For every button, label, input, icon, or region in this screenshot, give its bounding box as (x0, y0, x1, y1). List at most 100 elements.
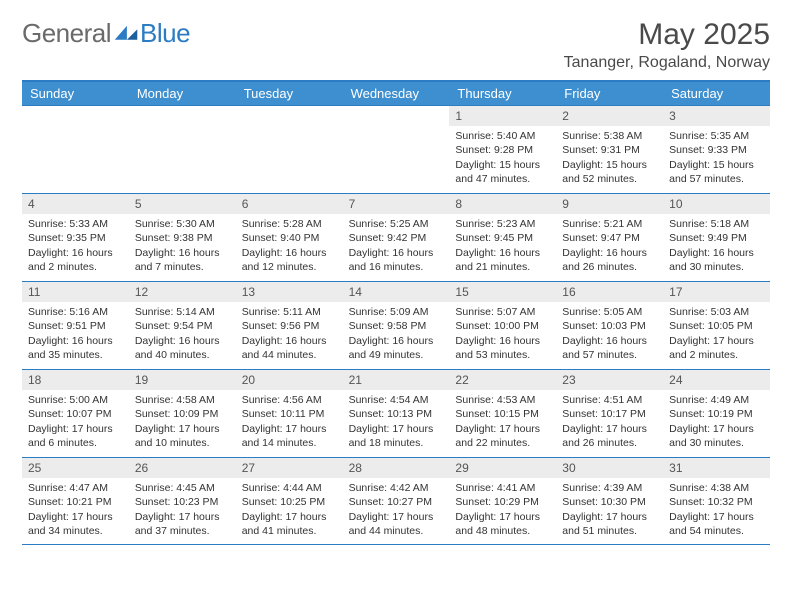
day-number: 17 (663, 282, 770, 302)
day-info: Sunrise: 4:42 AMSunset: 10:27 PMDaylight… (343, 478, 450, 543)
day-info: Sunrise: 5:28 AMSunset: 9:40 PMDaylight:… (236, 214, 343, 279)
calendar-cell: 16 Sunrise: 5:05 AMSunset: 10:03 PMDaylig… (556, 281, 663, 369)
daylight-line: Daylight: 17 hours and 48 minutes. (455, 510, 550, 538)
day-info: Sunrise: 5:21 AMSunset: 9:47 PMDaylight:… (556, 214, 663, 279)
sunrise-line: Sunrise: 5:07 AM (455, 305, 550, 319)
sunset-line: Sunset: 9:56 PM (242, 319, 337, 333)
calendar-cell: 6Sunrise: 5:28 AMSunset: 9:40 PMDaylight… (236, 193, 343, 281)
sunset-line: Sunset: 9:47 PM (562, 231, 657, 245)
day-info: Sunrise: 5:40 AMSunset: 9:28 PMDaylight:… (449, 126, 556, 191)
sunrise-line: Sunrise: 5:23 AM (455, 217, 550, 231)
logo-text-2: Blue (140, 18, 190, 49)
day-info: Sunrise: 5:14 AMSunset: 9:54 PMDaylight:… (129, 302, 236, 367)
day-number: 14 (343, 282, 450, 302)
sunset-line: Sunset: 9:58 PM (349, 319, 444, 333)
day-info: Sunrise: 4:39 AMSunset: 10:30 PMDaylight… (556, 478, 663, 543)
sunset-line: Sunset: 10:00 PM (455, 319, 550, 333)
sunset-line: Sunset: 9:33 PM (669, 143, 764, 157)
title-block: May 2025 Tananger, Rogaland, Norway (564, 18, 770, 72)
logo-icon (113, 18, 139, 49)
sunset-line: Sunset: 10:13 PM (349, 407, 444, 421)
weekday-tuesday: Tuesday (236, 82, 343, 105)
daylight-line: Daylight: 15 hours and 52 minutes. (562, 158, 657, 186)
daylight-line: Daylight: 17 hours and 44 minutes. (349, 510, 444, 538)
sunrise-line: Sunrise: 4:53 AM (455, 393, 550, 407)
daylight-line: Daylight: 17 hours and 14 minutes. (242, 422, 337, 450)
logo: General Blue (22, 18, 190, 49)
day-number: 21 (343, 370, 450, 390)
sunset-line: Sunset: 9:38 PM (135, 231, 230, 245)
day-number: 1 (449, 106, 556, 126)
calendar-cell: 19Sunrise: 4:58 AMSunset: 10:09 PMDaylig… (129, 369, 236, 457)
weekday-wednesday: Wednesday (343, 82, 450, 105)
sunrise-line: Sunrise: 5:25 AM (349, 217, 444, 231)
day-number: 22 (449, 370, 556, 390)
day-number: 18 (22, 370, 129, 390)
sunrise-line: Sunrise: 4:49 AM (669, 393, 764, 407)
day-info: Sunrise: 5:07 AMSunset: 10:00 PMDaylight… (449, 302, 556, 367)
day-number: 30 (556, 458, 663, 478)
sunset-line: Sunset: 10:15 PM (455, 407, 550, 421)
sunrise-line: Sunrise: 5:00 AM (28, 393, 123, 407)
day-number: 19 (129, 370, 236, 390)
sunset-line: Sunset: 10:07 PM (28, 407, 123, 421)
day-number: 13 (236, 282, 343, 302)
calendar-cell: 2Sunrise: 5:38 AMSunset: 9:31 PMDaylight… (556, 105, 663, 193)
day-info: Sunrise: 5:18 AMSunset: 9:49 PMDaylight:… (663, 214, 770, 279)
daylight-line: Daylight: 15 hours and 47 minutes. (455, 158, 550, 186)
daylight-line: Daylight: 16 hours and 21 minutes. (455, 246, 550, 274)
calendar: SundayMondayTuesdayWednesdayThursdayFrid… (22, 80, 770, 545)
sunset-line: Sunset: 10:11 PM (242, 407, 337, 421)
weekday-header: SundayMondayTuesdayWednesdayThursdayFrid… (22, 82, 770, 105)
calendar-cell: 0 (343, 105, 450, 193)
sunset-line: Sunset: 10:32 PM (669, 495, 764, 509)
day-number: 16 (556, 282, 663, 302)
daylight-line: Daylight: 16 hours and 57 minutes. (562, 334, 657, 362)
daylight-line: Daylight: 15 hours and 57 minutes. (669, 158, 764, 186)
day-info: Sunrise: 5:16 AMSunset: 9:51 PMDaylight:… (22, 302, 129, 367)
sunrise-line: Sunrise: 4:58 AM (135, 393, 230, 407)
daylight-line: Daylight: 16 hours and 26 minutes. (562, 246, 657, 274)
day-number: 4 (22, 194, 129, 214)
calendar-cell: 0 (129, 105, 236, 193)
sunrise-line: Sunrise: 4:44 AM (242, 481, 337, 495)
sunrise-line: Sunrise: 5:05 AM (562, 305, 657, 319)
calendar-cell: 24Sunrise: 4:49 AMSunset: 10:19 PMDaylig… (663, 369, 770, 457)
day-info: Sunrise: 4:44 AMSunset: 10:25 PMDaylight… (236, 478, 343, 543)
sunrise-line: Sunrise: 5:14 AM (135, 305, 230, 319)
sunset-line: Sunset: 9:45 PM (455, 231, 550, 245)
sunset-line: Sunset: 9:35 PM (28, 231, 123, 245)
day-info: Sunrise: 4:47 AMSunset: 10:21 PMDaylight… (22, 478, 129, 543)
day-info: Sunrise: 4:45 AMSunset: 10:23 PMDaylight… (129, 478, 236, 543)
day-info: Sunrise: 4:38 AMSunset: 10:32 PMDaylight… (663, 478, 770, 543)
calendar-cell: 22Sunrise: 4:53 AMSunset: 10:15 PMDaylig… (449, 369, 556, 457)
daylight-line: Daylight: 16 hours and 35 minutes. (28, 334, 123, 362)
day-number: 10 (663, 194, 770, 214)
calendar-cell: 28Sunrise: 4:42 AMSunset: 10:27 PMDaylig… (343, 457, 450, 545)
calendar-cell: 7Sunrise: 5:25 AMSunset: 9:42 PMDaylight… (343, 193, 450, 281)
daylight-line: Daylight: 17 hours and 30 minutes. (669, 422, 764, 450)
sunset-line: Sunset: 9:40 PM (242, 231, 337, 245)
day-number: 29 (449, 458, 556, 478)
day-number: 24 (663, 370, 770, 390)
calendar-cell: 4Sunrise: 5:33 AMSunset: 9:35 PMDaylight… (22, 193, 129, 281)
daylight-line: Daylight: 17 hours and 41 minutes. (242, 510, 337, 538)
calendar-cell: 23Sunrise: 4:51 AMSunset: 10:17 PMDaylig… (556, 369, 663, 457)
calendar-cell: 25Sunrise: 4:47 AMSunset: 10:21 PMDaylig… (22, 457, 129, 545)
day-number: 28 (343, 458, 450, 478)
daylight-line: Daylight: 16 hours and 7 minutes. (135, 246, 230, 274)
day-number: 26 (129, 458, 236, 478)
calendar-cell: 29Sunrise: 4:41 AMSunset: 10:29 PMDaylig… (449, 457, 556, 545)
daylight-line: Daylight: 16 hours and 53 minutes. (455, 334, 550, 362)
day-info: Sunrise: 5:30 AMSunset: 9:38 PMDaylight:… (129, 214, 236, 279)
day-number: 31 (663, 458, 770, 478)
calendar-cell: 15Sunrise: 5:07 AMSunset: 10:00 PMDaylig… (449, 281, 556, 369)
sunset-line: Sunset: 10:17 PM (562, 407, 657, 421)
sunset-line: Sunset: 9:49 PM (669, 231, 764, 245)
weekday-friday: Friday (556, 82, 663, 105)
sunrise-line: Sunrise: 4:39 AM (562, 481, 657, 495)
sunset-line: Sunset: 10:09 PM (135, 407, 230, 421)
day-info: Sunrise: 5:23 AMSunset: 9:45 PMDaylight:… (449, 214, 556, 279)
day-number: 15 (449, 282, 556, 302)
sunset-line: Sunset: 10:03 PM (562, 319, 657, 333)
